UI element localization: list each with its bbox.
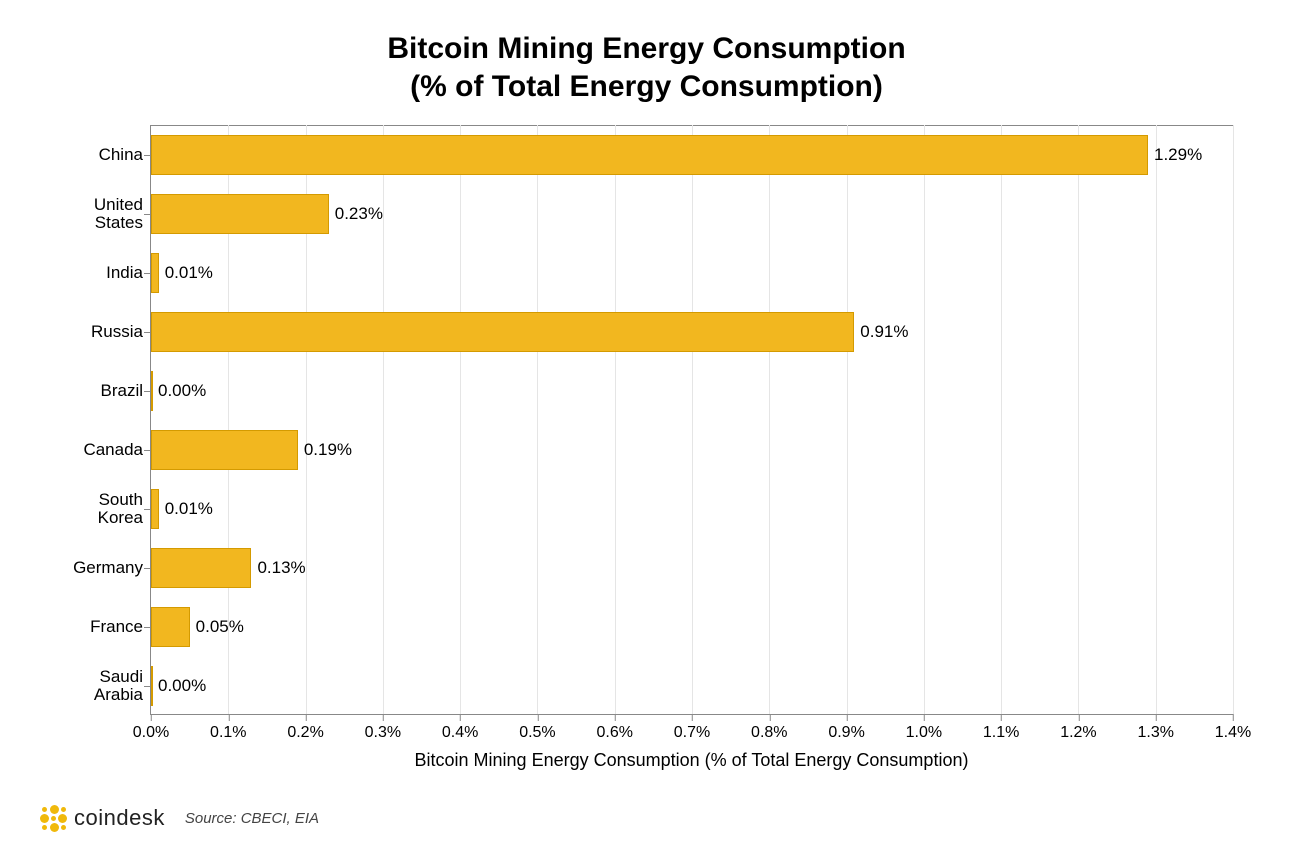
bar (151, 666, 153, 706)
y-category-label: SaudiArabia (41, 668, 151, 705)
bar (151, 312, 854, 352)
bar-row: China1.29% (151, 125, 1233, 184)
x-tick-label: 0.6% (596, 714, 632, 742)
bar-value-label: 0.23% (335, 204, 383, 224)
bar-row: Russia0.91% (151, 302, 1233, 361)
bar-row: Germany0.13% (151, 538, 1233, 597)
x-tick-label: 0.9% (828, 714, 864, 742)
x-tick-label: 1.4% (1215, 714, 1251, 742)
bar-value-label: 0.00% (158, 676, 206, 696)
bar-value-label: 0.91% (860, 322, 908, 342)
y-category-label: China (41, 146, 151, 165)
y-category-label: Germany (41, 559, 151, 578)
logo-text: coindesk (74, 805, 165, 831)
logo-icon (40, 805, 66, 831)
bar (151, 194, 329, 234)
x-tick-label: 0.1% (210, 714, 246, 742)
x-tick-label: 1.1% (983, 714, 1019, 742)
bar-value-label: 0.01% (165, 499, 213, 519)
coindesk-logo: coindesk (40, 805, 165, 831)
x-tick-label: 1.3% (1137, 714, 1173, 742)
bar-value-label: 0.13% (257, 558, 305, 578)
x-axis-label: Bitcoin Mining Energy Consumption (% of … (150, 750, 1233, 771)
title-line-1: Bitcoin Mining Energy Consumption (30, 30, 1263, 68)
gridline (1233, 125, 1234, 714)
plot-area: 0.0%0.1%0.2%0.3%0.4%0.5%0.6%0.7%0.8%0.9%… (150, 125, 1233, 715)
y-category-label: Canada (41, 441, 151, 460)
bar-row: Brazil0.00% (151, 361, 1233, 420)
source-text: Source: CBECI, EIA (185, 810, 319, 827)
x-tick-label: 0.4% (442, 714, 478, 742)
bar-row: SaudiArabia0.00% (151, 656, 1233, 715)
bar-value-label: 0.00% (158, 381, 206, 401)
chart-container: Bitcoin Mining Energy Consumption (% of … (30, 30, 1263, 819)
x-tick-label: 1.0% (906, 714, 942, 742)
bar (151, 489, 159, 529)
footer: coindesk Source: CBECI, EIA (40, 805, 319, 831)
bar-row: Canada0.19% (151, 420, 1233, 479)
bar-value-label: 1.29% (1154, 145, 1202, 165)
bar (151, 253, 159, 293)
x-tick-label: 0.2% (287, 714, 323, 742)
bar (151, 430, 298, 470)
y-category-label: Russia (41, 323, 151, 342)
bar-row: UnitedStates0.23% (151, 184, 1233, 243)
bar (151, 548, 251, 588)
y-category-label: Brazil (41, 382, 151, 401)
bar-value-label: 0.05% (196, 617, 244, 637)
y-category-label: India (41, 264, 151, 283)
x-tick-label: 0.3% (365, 714, 401, 742)
chart-title: Bitcoin Mining Energy Consumption (% of … (30, 30, 1263, 105)
title-line-2: (% of Total Energy Consumption) (30, 68, 1263, 106)
x-tick-label: 0.8% (751, 714, 787, 742)
bar (151, 607, 190, 647)
bar (151, 135, 1148, 175)
bar (151, 371, 153, 411)
x-tick-label: 0.5% (519, 714, 555, 742)
bar-row: India0.01% (151, 243, 1233, 302)
x-tick-label: 0.0% (133, 714, 169, 742)
bar-row: France0.05% (151, 597, 1233, 656)
y-category-label: SouthKorea (41, 491, 151, 528)
bar-row: SouthKorea0.01% (151, 479, 1233, 538)
y-category-label: France (41, 618, 151, 637)
bar-value-label: 0.19% (304, 440, 352, 460)
x-tick-label: 0.7% (674, 714, 710, 742)
x-tick-label: 1.2% (1060, 714, 1096, 742)
y-category-label: UnitedStates (41, 196, 151, 233)
bar-value-label: 0.01% (165, 263, 213, 283)
